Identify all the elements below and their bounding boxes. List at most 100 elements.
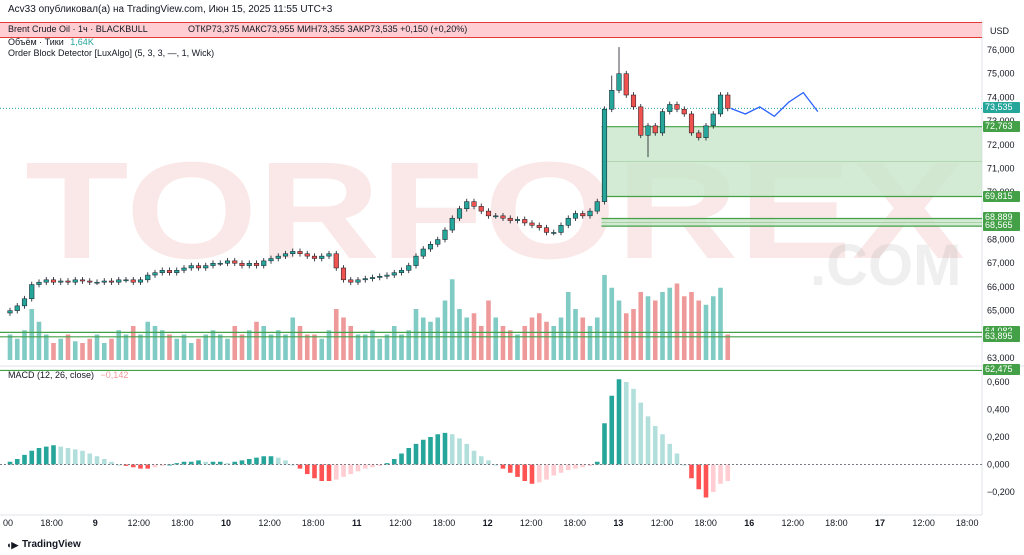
price-tick-label: 74,000 [987, 92, 1015, 102]
macd-bar [413, 443, 419, 465]
currency-label[interactable]: USD [990, 26, 1010, 36]
candle-body [580, 213, 586, 217]
candle-body [587, 210, 593, 217]
price-tick-label: 63,000 [987, 353, 1015, 363]
volume-bar [631, 309, 636, 360]
volume-bar [181, 334, 187, 360]
macd-legend[interactable]: MACD (12, 26, close) −0,142 [8, 370, 128, 380]
publisher-info: Acv33 опубликовал(а) на TradingView.com,… [8, 4, 333, 15]
macd-bar [319, 464, 325, 481]
volume-bar [500, 326, 506, 360]
candle-body [94, 281, 100, 284]
macd-bar [399, 453, 404, 465]
candle-body [703, 125, 709, 138]
candle-body [427, 244, 434, 250]
candle-body [311, 255, 318, 259]
candle-body [159, 270, 165, 273]
volume-bar [94, 334, 100, 360]
volume-legend[interactable]: Объём · Тики 1,64K [8, 37, 94, 47]
macd-bar [522, 464, 528, 481]
volume-bar [457, 309, 462, 360]
time-tick-label: 16 [744, 518, 754, 528]
macd-bar [573, 464, 578, 469]
candle-body [355, 279, 361, 283]
macd-bar [341, 464, 346, 477]
price-badge: 62,475 [983, 364, 1020, 376]
volume-bars [7, 275, 731, 360]
volume-bar [384, 334, 390, 360]
macd-bar [246, 459, 252, 465]
macd-bar [275, 457, 281, 465]
macd-tick-label: 0,600 [987, 377, 1010, 387]
time-tick-label: 18:00 [564, 518, 587, 528]
candle-body [507, 217, 513, 221]
candle-body [58, 280, 64, 283]
volume-bar [428, 321, 433, 360]
volume-bar [638, 292, 644, 360]
time-tick-label: 18:00 [433, 518, 456, 528]
volume-bar [406, 330, 412, 360]
candle-body [384, 274, 390, 277]
macd-bar [609, 395, 615, 465]
price-tick-label: 76,000 [987, 45, 1015, 55]
macd-bar [449, 434, 455, 465]
time-tick-label: 12 [483, 518, 493, 528]
macd-bar [196, 460, 201, 465]
macd-bar [428, 437, 433, 465]
candle-body [696, 132, 702, 138]
time-tick-label: 18:00 [694, 518, 717, 528]
volume-bar [87, 338, 93, 360]
macd-bar [51, 445, 56, 465]
candle-body [348, 279, 354, 283]
volume-bar [225, 338, 230, 360]
symbol-banner[interactable]: Brent Crude Oil · 1ч · BLACKBULL ОТКР73,… [0, 22, 982, 38]
macd-bar [304, 464, 310, 475]
candle-body [87, 280, 93, 283]
candle-body [232, 260, 238, 264]
candle-body [50, 279, 57, 283]
macd-bar [471, 450, 477, 465]
candle-body [210, 262, 216, 266]
macd-bar [225, 463, 230, 465]
macd-bar [181, 461, 187, 465]
candle-body [224, 260, 231, 264]
macd-bar [406, 448, 412, 465]
footer-brand: TradingView [22, 539, 81, 550]
macd-bar [203, 461, 209, 465]
volume-bar [348, 326, 354, 360]
macd-bar [645, 416, 651, 465]
macd-bar [551, 464, 557, 476]
macd-bar [14, 459, 20, 465]
macd-bar [464, 443, 470, 465]
volume-bar [435, 317, 441, 360]
volume-bar [203, 334, 209, 360]
macd-bar [486, 460, 491, 465]
macd-bar [652, 426, 658, 465]
volume-bar [254, 321, 259, 360]
candle-body [391, 272, 397, 276]
macd-bar [377, 464, 383, 466]
macd-bar [493, 464, 499, 466]
indicator-legend[interactable]: Order Block Detector [LuxAlgo] (5, 3, 3,… [8, 48, 215, 58]
time-tick-label: 12:00 [389, 518, 412, 528]
price-badge: 69,815 [983, 190, 1020, 202]
candle-body [108, 280, 115, 283]
candle-body [246, 262, 252, 266]
volume-bar [65, 334, 71, 360]
forecast-path[interactable] [730, 91, 819, 118]
volume-bar [7, 334, 13, 360]
candle-body [681, 108, 687, 115]
candle-body [239, 262, 245, 266]
volume-bar [188, 343, 194, 360]
candle-body [29, 284, 35, 300]
candle-body [65, 280, 71, 283]
candle-body [471, 201, 477, 207]
macd-bar [217, 461, 223, 465]
candle-body [297, 251, 303, 255]
volume-bar [152, 326, 158, 360]
candle-body [72, 279, 78, 283]
volume-bar [602, 275, 607, 360]
candle-body [268, 258, 274, 262]
volume-bar [522, 326, 528, 360]
